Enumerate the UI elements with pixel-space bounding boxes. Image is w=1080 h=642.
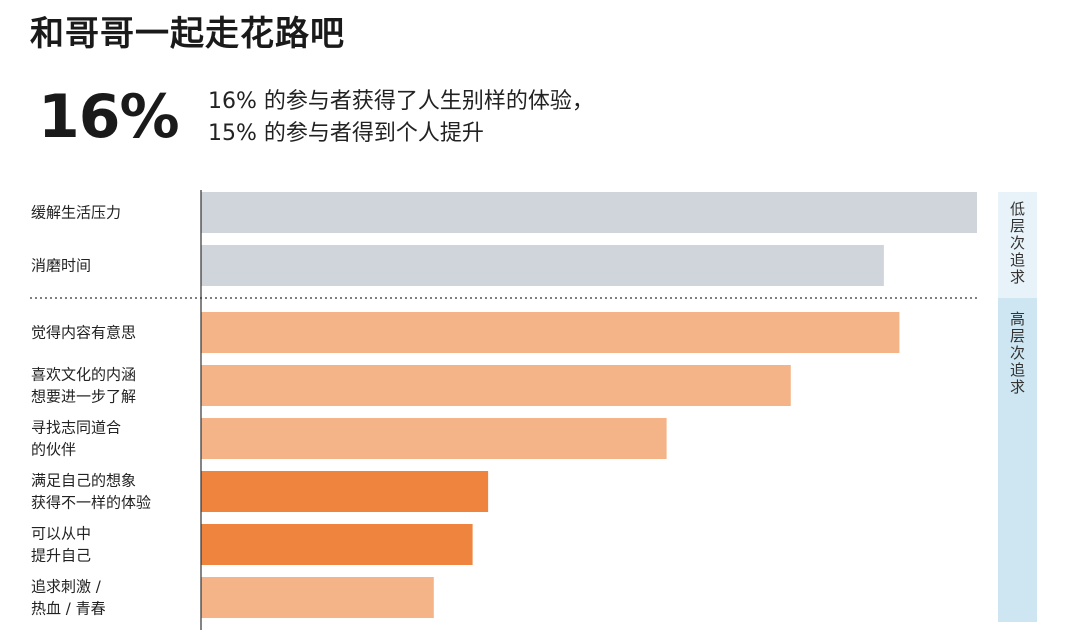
- bar-5: [201, 418, 667, 459]
- stat-note-line-2: 15% 的参与者得到个人提升: [208, 121, 484, 146]
- category-label: 觉得内容有意思: [31, 324, 136, 342]
- band-high-bg: [998, 298, 1037, 622]
- group-label-low-char: 求: [1010, 268, 1025, 286]
- category-label: 消磨时间: [31, 257, 91, 275]
- stat-note-line-1: 16% 的参与者获得了人生别样的体验，: [208, 89, 594, 114]
- category-label: 的伙伴: [31, 441, 76, 459]
- group-label-low-char: 追: [1010, 251, 1025, 269]
- group-label-high-char: 追: [1010, 361, 1025, 379]
- group-label-low-char: 低: [1010, 200, 1025, 218]
- category-label: 缓解生活压力: [31, 204, 121, 222]
- category-label: 想要进一步了解: [31, 388, 136, 406]
- category-label: 可以从中: [31, 525, 91, 543]
- group-label-high-char: 层: [1010, 327, 1025, 345]
- group-label-high-char: 次: [1010, 344, 1025, 362]
- chart-title: 和哥哥一起走花路吧: [30, 14, 345, 54]
- category-label: 寻找志同道合: [31, 419, 121, 437]
- group-label-low-char: 层: [1010, 217, 1025, 235]
- bar-8: [201, 577, 434, 618]
- bar-2: [201, 245, 884, 286]
- bar-4: [201, 365, 791, 406]
- bar-6: [201, 471, 489, 512]
- bar-7: [201, 524, 473, 565]
- group-label-high-char: 求: [1010, 378, 1025, 396]
- category-label: 追求刺激 /: [31, 578, 102, 596]
- bar-3: [201, 312, 900, 353]
- stat-note: 16% 的参与者获得了人生别样的体验， 15% 的参与者得到个人提升: [208, 86, 594, 150]
- category-label: 喜欢文化的内涵: [31, 366, 136, 384]
- band-low-bg: [998, 192, 1037, 298]
- group-label-high-char: 高: [1010, 310, 1025, 328]
- category-label: 获得不一样的体验: [31, 494, 151, 512]
- bar-1: [201, 192, 977, 233]
- group-label-low-char: 次: [1010, 234, 1025, 252]
- category-label: 提升自己: [31, 547, 91, 565]
- category-label: 热血 / 青春: [31, 600, 106, 618]
- category-label: 满足自己的想象: [31, 472, 136, 490]
- headline-stat: 16%: [38, 82, 180, 152]
